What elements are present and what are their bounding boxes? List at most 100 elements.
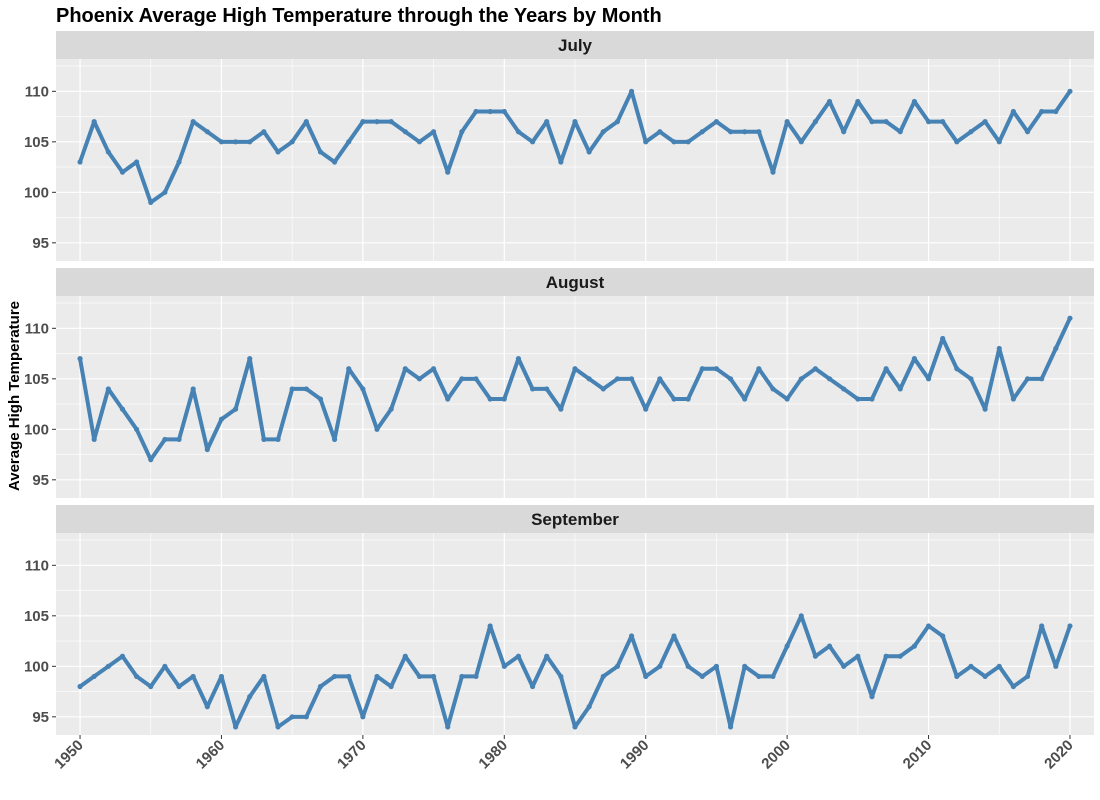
data-point-august xyxy=(303,386,309,392)
strip-label-september: September xyxy=(531,510,619,529)
data-point-july xyxy=(600,129,606,135)
data-point-september xyxy=(261,673,267,680)
data-point-september xyxy=(402,653,408,659)
data-point-august xyxy=(925,376,932,382)
data-point-september xyxy=(600,673,606,680)
facet-july: July 95 100 105 110 xyxy=(24,31,1094,261)
data-point-september xyxy=(346,673,352,680)
data-point-september xyxy=(855,653,861,659)
strip-july-background xyxy=(56,31,1094,59)
data-point-july xyxy=(657,129,663,135)
y-tick-label: 95 xyxy=(32,235,49,252)
data-point-august xyxy=(402,366,408,372)
data-point-september xyxy=(756,673,762,680)
data-point-july xyxy=(841,129,847,135)
data-point-july xyxy=(742,129,748,135)
data-point-august xyxy=(190,386,196,392)
data-point-august xyxy=(331,436,338,443)
data-point-july xyxy=(515,129,522,135)
data-point-september xyxy=(77,683,83,690)
data-point-july xyxy=(275,149,281,155)
data-point-september xyxy=(275,724,281,730)
data-point-august xyxy=(586,376,592,382)
data-point-august xyxy=(727,376,734,382)
data-point-august xyxy=(572,366,578,372)
data-point-july xyxy=(996,139,1002,145)
data-point-september xyxy=(289,714,295,720)
data-point-august xyxy=(360,386,366,392)
data-point-august xyxy=(430,366,437,372)
strip-label-july: July xyxy=(558,36,593,55)
data-point-july xyxy=(218,139,225,145)
data-point-july xyxy=(204,129,210,135)
data-point-september xyxy=(501,663,507,669)
data-point-july xyxy=(77,159,83,165)
data-point-july xyxy=(572,119,578,125)
data-point-september xyxy=(685,663,691,669)
data-point-august xyxy=(1053,345,1059,352)
data-point-august xyxy=(473,376,479,382)
data-point-september xyxy=(727,724,734,730)
x-tick-label: 1970 xyxy=(334,737,370,773)
data-point-july xyxy=(925,119,932,125)
x-tick-label: 1950 xyxy=(51,737,87,773)
data-point-july xyxy=(105,149,111,155)
data-point-september xyxy=(925,623,932,629)
y-tick-label: 100 xyxy=(24,184,49,201)
facet-september: September 95 100 105 110 xyxy=(24,505,1094,735)
data-point-august xyxy=(685,396,691,402)
data-point-july xyxy=(713,119,720,125)
data-point-august xyxy=(996,345,1002,352)
data-point-july xyxy=(317,149,324,155)
data-point-july xyxy=(883,119,889,125)
data-point-july xyxy=(303,119,309,125)
data-point-august xyxy=(515,356,522,362)
data-point-july xyxy=(671,139,677,145)
data-point-july xyxy=(770,169,776,175)
y-tick-label: 100 xyxy=(24,421,49,438)
data-point-august xyxy=(798,376,804,382)
data-point-september xyxy=(134,673,140,680)
data-point-september xyxy=(445,724,451,730)
strip-september-background xyxy=(56,505,1094,533)
data-point-july xyxy=(430,129,437,135)
data-point-july xyxy=(232,139,239,145)
strip-august-background xyxy=(56,268,1094,296)
data-point-july xyxy=(586,149,592,155)
data-point-september xyxy=(303,714,309,720)
data-point-august xyxy=(501,396,507,402)
data-point-july xyxy=(1067,88,1073,94)
data-point-september xyxy=(586,704,592,710)
data-point-july xyxy=(699,129,705,135)
data-point-august xyxy=(968,376,974,382)
data-point-august xyxy=(119,406,126,412)
data-point-august xyxy=(699,366,705,372)
data-point-august xyxy=(869,396,875,402)
data-point-september xyxy=(119,653,126,659)
data-point-july xyxy=(473,108,479,115)
data-point-september xyxy=(1010,683,1016,690)
y-tick-label: 110 xyxy=(25,83,49,100)
data-point-august xyxy=(105,386,111,392)
data-point-august xyxy=(713,366,720,372)
data-point-august xyxy=(148,457,154,463)
data-point-august xyxy=(176,436,182,443)
data-point-september xyxy=(784,643,790,649)
data-point-september xyxy=(190,673,196,680)
x-tick-label: 2000 xyxy=(758,737,794,773)
data-point-august xyxy=(445,396,451,402)
data-point-july xyxy=(911,98,918,105)
data-point-september xyxy=(1053,663,1059,669)
data-point-august xyxy=(91,436,97,443)
data-point-september xyxy=(558,673,564,680)
data-point-july xyxy=(176,159,182,165)
data-point-august xyxy=(289,386,295,392)
data-point-july xyxy=(119,169,126,175)
data-point-july xyxy=(331,159,338,165)
data-point-august xyxy=(317,396,324,402)
data-point-july xyxy=(614,119,621,125)
data-point-july xyxy=(544,119,550,125)
data-point-september xyxy=(459,673,465,680)
data-point-september xyxy=(713,663,720,669)
